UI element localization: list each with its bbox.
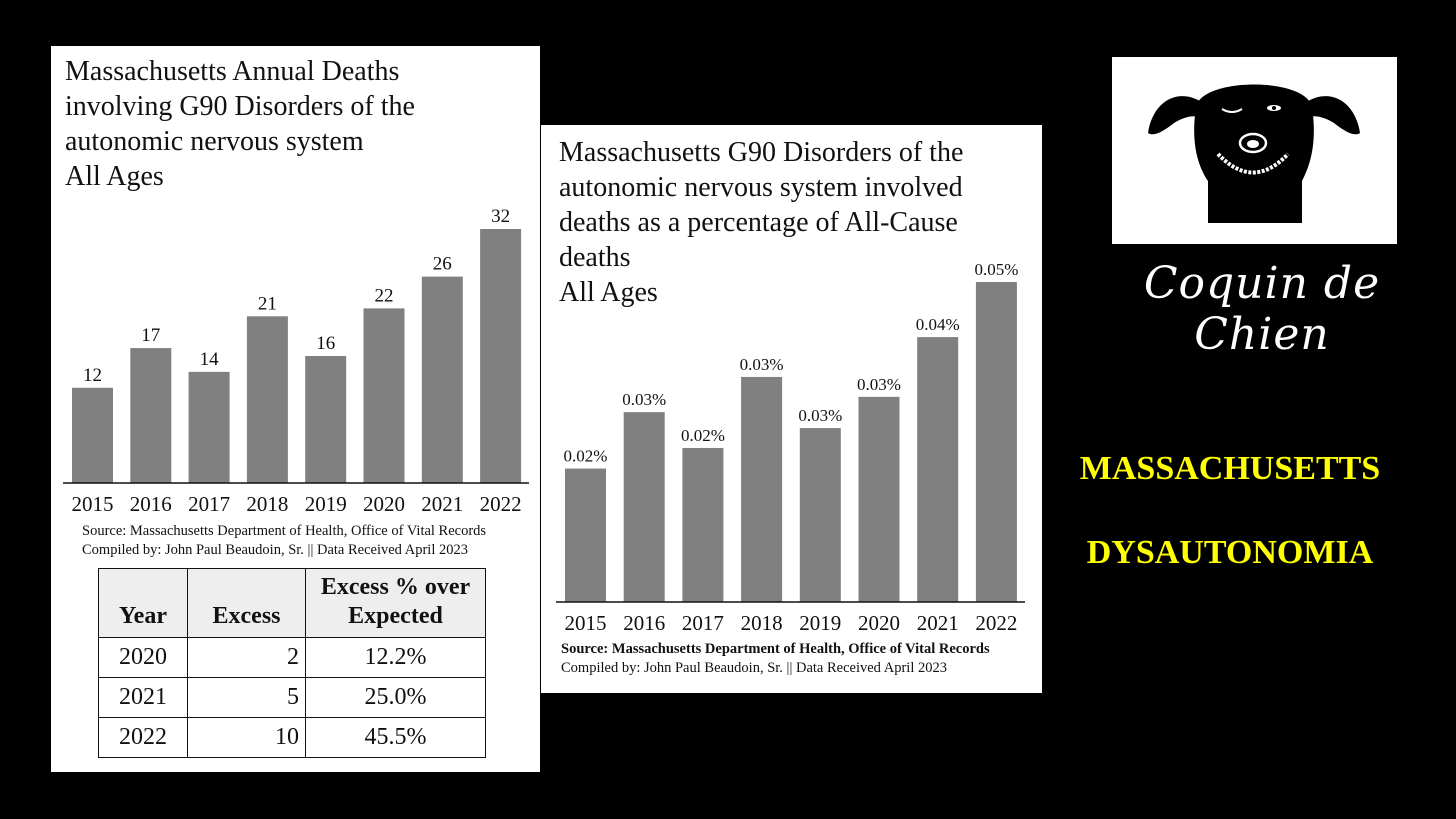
chart-title: Massachusetts G90 Disorders of the auton… [559,135,1029,310]
annual-deaths-panel: Massachusetts Annual Deaths involving G9… [51,46,540,772]
cell-excess: 5 [187,677,306,718]
bar-2019 [305,356,347,483]
bar-2022 [480,229,522,483]
annual-deaths-bar-chart: 12 2015 17 2016 14 2017 21 2018 16 2019 22 2020 26 20… [63,206,529,516]
title-line: Massachusetts Annual Deaths [65,56,400,87]
x-tick-label-2015: 2015 [72,492,114,516]
headline-topic: DYSAUTONOMIA [1086,534,1374,571]
bar-2020 [858,396,900,602]
data-label-2022: 32 [491,206,510,227]
percentage-bar-chart: 0.02% 2015 0.03% 2016 0.02% 2017 0.03% 2018 0.03… [556,260,1025,635]
x-tick-label-2020: 2020 [858,611,900,635]
dog-face-icon [1148,84,1360,223]
table-row: 2021 5 25.0% [98,677,486,718]
x-tick-label-2021: 2021 [917,611,959,635]
title-line: deaths [559,242,631,273]
data-label-2016: 17 [141,325,160,346]
x-tick-label-2022: 2022 [480,492,522,516]
data-label-2015: 12 [83,365,102,386]
chart-title: Massachusetts Annual Deaths involving G9… [65,54,535,194]
bar-2016 [623,412,665,602]
data-label-2021: 0.04% [916,315,960,334]
x-tick-label-2020: 2020 [363,492,405,516]
data-label-2019: 0.03% [798,406,842,425]
table-header-row: Year Excess Excess % over Expected [98,568,486,638]
bar-2021 [421,276,463,483]
x-tick-label-2022: 2022 [975,611,1017,635]
bar-2020 [363,308,405,483]
source-note: Source: Massachusetts Department of Heal… [82,522,532,560]
cell-year: 2022 [98,717,188,758]
x-tick-label-2017: 2017 [682,611,724,635]
cell-excess-pct: 45.5% [305,717,486,758]
x-tick-label-2018: 2018 [246,492,288,516]
x-tick-label-2017: 2017 [188,492,230,516]
compiled-by-line: Compiled by: John Paul Beaudoin, Sr. || … [82,542,468,558]
title-line: All Ages [65,161,164,192]
excess-table: Year Excess Excess % over Expected 2020 … [98,568,486,758]
cell-year: 2020 [98,637,188,678]
x-tick-label-2019: 2019 [305,492,347,516]
bar-2022 [975,282,1017,602]
x-tick-label-2016: 2016 [130,492,172,516]
percentage-panel: Massachusetts G90 Disorders of the auton… [541,125,1042,693]
x-tick-label-2018: 2018 [741,611,783,635]
data-label-2015: 0.02% [564,447,608,466]
cell-year: 2021 [98,677,188,718]
table-row: 2022 10 45.5% [98,717,486,758]
title-line: Massachusetts G90 Disorders of the [559,137,964,168]
data-label-2017: 14 [200,349,220,370]
title-line: autonomic nervous system involved [559,172,963,203]
x-tick-label-2015: 2015 [565,611,607,635]
data-label-2019: 16 [316,333,335,354]
bar-2018 [246,316,288,483]
title-line: involving G90 Disorders of the [65,91,415,122]
x-tick-label-2021: 2021 [421,492,463,516]
logo-text: Coquin de Chien [1143,258,1381,360]
bar-2018 [741,376,783,602]
logo [1112,57,1397,244]
data-label-2020: 22 [375,285,394,306]
column-header-year: Year [98,568,188,638]
title-line: autonomic nervous system [65,126,364,157]
data-label-2016: 0.03% [622,390,666,409]
source-line: Source: Massachusetts Department of Heal… [561,641,990,657]
title-line: All Ages [559,277,658,308]
bar-2019 [799,428,841,602]
source-note: Source: Massachusetts Department of Heal… [561,640,1036,678]
cell-excess: 2 [187,637,306,678]
cell-excess: 10 [187,717,306,758]
x-tick-label-2016: 2016 [623,611,665,635]
data-label-2021: 26 [433,254,452,275]
x-tick-label-2019: 2019 [799,611,841,635]
data-label-2020: 0.03% [857,375,901,394]
column-header-excess: Excess [187,568,306,638]
data-label-2017: 0.02% [681,426,725,445]
cell-excess-pct: 12.2% [305,637,486,678]
bar-2015 [72,387,113,483]
source-line: Source: Massachusetts Department of Heal… [82,523,487,539]
data-label-2018: 0.03% [740,355,784,374]
data-label-2022: 0.05% [974,260,1018,279]
compiled-by-line: Compiled by: John Paul Beaudoin, Sr. || … [561,660,947,676]
bar-2015 [565,468,606,602]
column-header-excess-pct: Excess % over Expected [305,568,486,638]
bar-2017 [188,371,230,483]
title-line: deaths as a percentage of All-Cause [559,207,958,238]
bar-2016 [130,348,172,483]
headline-state: MASSACHUSETTS [1079,450,1381,487]
cell-excess-pct: 25.0% [305,677,486,718]
table-row: 2020 2 12.2% [98,637,486,678]
bar-2021 [917,337,959,602]
bar-2017 [682,447,724,602]
data-label-2018: 21 [258,293,277,314]
